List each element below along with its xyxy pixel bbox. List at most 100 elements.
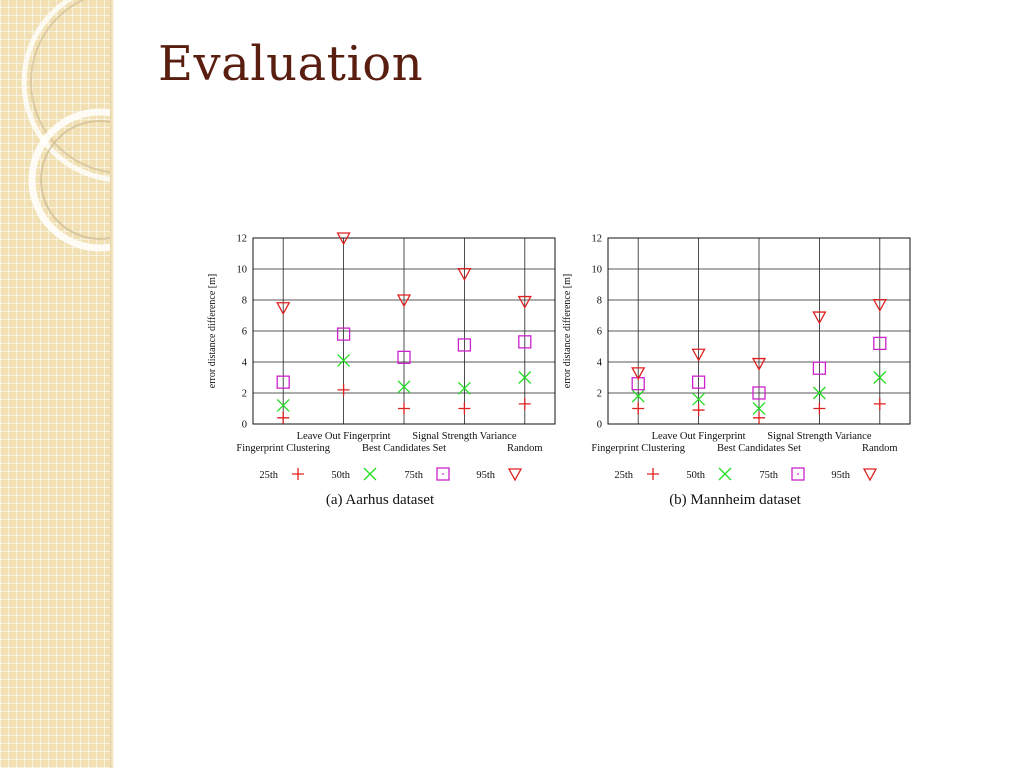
data-point-50th <box>812 386 826 400</box>
grid-lines <box>608 237 910 425</box>
data-point-25th <box>692 404 705 417</box>
chart-panel-aarhus: 0 2 4 6 8 10 12 error distance difference [m] Fi… <box>198 228 562 528</box>
data-point-75th <box>873 336 887 351</box>
y-tick-label: 2 <box>597 389 602 400</box>
grid-lines <box>253 237 555 425</box>
data-point-75th <box>691 375 706 389</box>
chart-caption-aarhus: (a) Aarhus dataset <box>325 492 435 508</box>
y-tick-label: 12 <box>592 234 603 245</box>
sidebar-rings-decoration <box>21 0 114 252</box>
y-tick-label: 8 <box>597 296 602 307</box>
data-point-50th <box>457 381 471 395</box>
data-point-75th <box>752 386 766 400</box>
data-point-75th <box>336 327 351 341</box>
data-point-25th <box>632 402 645 415</box>
data-point-25th <box>458 402 471 415</box>
x-tick-label: Best Candidates Set <box>362 443 446 454</box>
series-95th <box>276 232 532 316</box>
y-axis-label: error distance difference [m] <box>207 274 218 388</box>
data-point-25th <box>398 402 410 415</box>
legend-marker-95th <box>507 468 523 482</box>
series-75th <box>276 327 532 389</box>
legend: 25th 50th 75th 95th <box>259 467 523 482</box>
data-point-95th <box>336 232 351 246</box>
series-95th <box>631 299 887 381</box>
data-point-75th <box>457 338 472 352</box>
sidebar-decoration <box>0 0 114 768</box>
data-point-75th <box>397 350 411 364</box>
legend-marker-dot <box>797 473 799 475</box>
x-tick-label: Signal Strength Variance <box>412 431 517 442</box>
data-point-50th <box>752 402 766 415</box>
legend-marker-95th <box>862 468 878 482</box>
data-point-50th <box>873 371 887 384</box>
legend-label: 50th <box>331 470 350 481</box>
series-25th <box>277 383 531 424</box>
data-point-25th <box>753 411 765 424</box>
data-point-50th <box>631 389 645 403</box>
legend-label: 95th <box>476 470 495 481</box>
data-point-25th <box>518 397 531 410</box>
y-tick-label: 4 <box>242 358 248 369</box>
y-tick-label: 6 <box>242 327 247 338</box>
data-point-25th <box>337 383 350 396</box>
data-point-95th <box>276 302 291 316</box>
data-point-95th <box>872 299 887 313</box>
data-point-25th <box>277 411 290 424</box>
slide-title: Evaluation <box>158 36 424 92</box>
data-point-95th <box>691 348 706 362</box>
sidebar-edge <box>110 0 114 768</box>
y-axis-label: error distance difference [m] <box>562 274 573 388</box>
chart-caption-mannheim: (b) Mannheim dataset <box>669 492 801 508</box>
plot-frame <box>252 237 556 425</box>
y-tick-label: 8 <box>242 296 247 307</box>
data-point-95th <box>631 367 646 381</box>
data-point-95th <box>812 311 827 325</box>
legend-label: 95th <box>831 470 850 481</box>
data-point-50th <box>397 380 411 394</box>
data-point-50th <box>337 353 351 367</box>
series-50th <box>631 371 887 415</box>
y-tick-label: 12 <box>237 234 248 245</box>
y-tick-label: 6 <box>597 327 602 338</box>
data-point-50th <box>692 392 706 406</box>
plot-frame <box>607 237 911 425</box>
data-point-95th <box>396 294 412 308</box>
data-point-50th <box>276 398 290 412</box>
data-point-95th <box>751 357 767 371</box>
legend-marker-50th <box>363 467 377 481</box>
legend-label: 25th <box>259 470 278 481</box>
legend-marker-50th <box>718 467 732 481</box>
legend-marker-dot <box>442 473 444 475</box>
legend-marker-75th <box>436 467 450 481</box>
data-point-75th <box>518 335 532 349</box>
x-tick-label: Leave Out Fingerprint <box>297 431 391 442</box>
legend-marker-25th <box>647 468 659 480</box>
data-point-25th <box>873 397 886 410</box>
data-point-95th <box>517 295 532 309</box>
data-point-50th <box>518 371 532 384</box>
series-25th <box>632 397 886 424</box>
x-tick-label: Best Candidates Set <box>717 443 801 454</box>
legend-label: 75th <box>759 470 778 481</box>
legend-label: 50th <box>686 470 705 481</box>
data-point-75th <box>276 375 290 389</box>
legend-marker-25th <box>292 468 304 480</box>
x-tick-label: Random <box>507 443 543 454</box>
x-tick-label: Fingerprint Clustering <box>236 443 330 454</box>
x-tick-label: Fingerprint Clustering <box>591 443 685 454</box>
legend-label: 75th <box>404 470 423 481</box>
legend-label: 25th <box>614 470 633 481</box>
y-tick-label: 2 <box>242 389 247 400</box>
chart-aarhus: 0 2 4 6 8 10 12 error distance difference [m] Fi… <box>207 232 556 482</box>
legend-marker-75th <box>791 467 805 481</box>
x-tick-label: Signal Strength Variance <box>767 431 872 442</box>
chart-mannheim: 0 2 4 6 8 10 12 error distance difference [m] Fi… <box>562 234 911 482</box>
y-tick-label: 10 <box>592 265 603 276</box>
data-point-25th <box>813 402 826 415</box>
data-point-95th <box>457 268 472 282</box>
y-tick-label: 10 <box>237 265 248 276</box>
data-point-75th <box>812 361 827 375</box>
series-50th <box>276 353 532 412</box>
y-tick-label: 0 <box>242 420 247 431</box>
